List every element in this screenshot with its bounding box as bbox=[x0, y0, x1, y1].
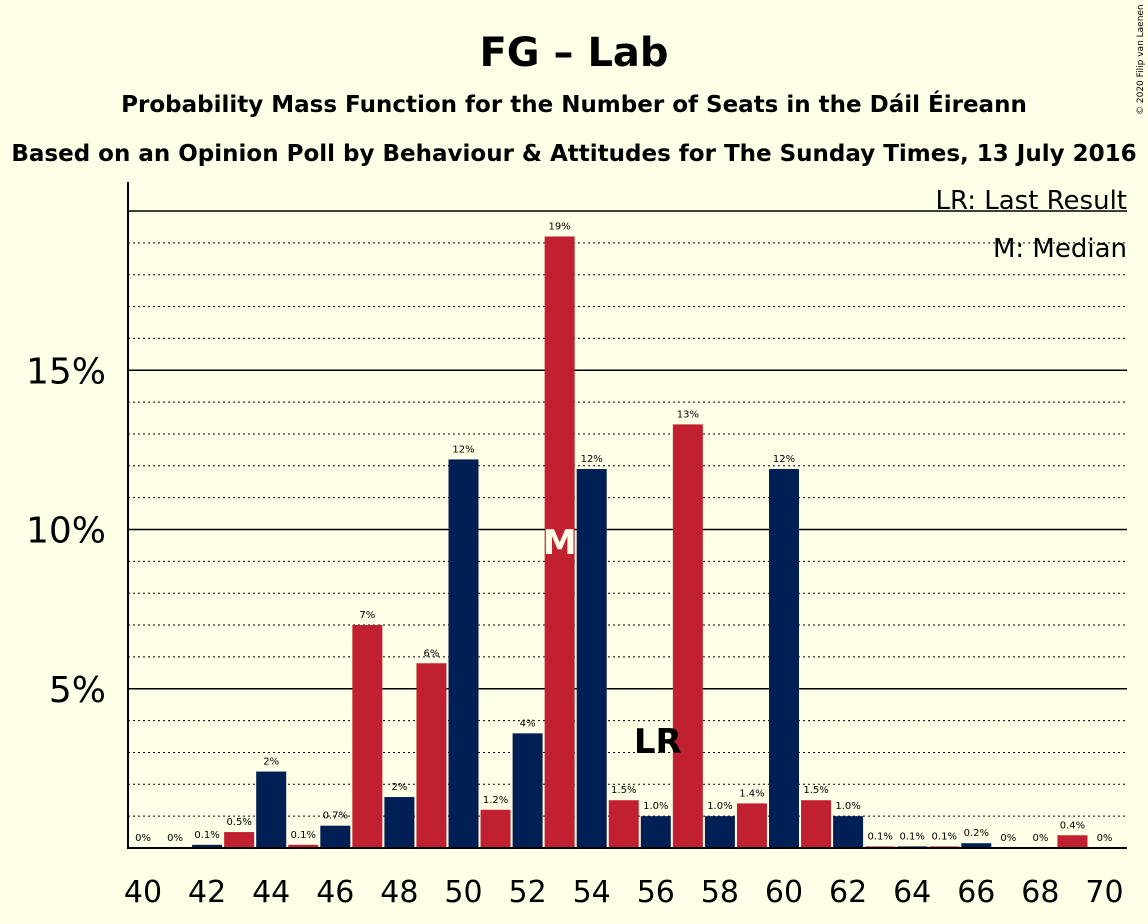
data-label-66: 0.2% bbox=[964, 828, 989, 839]
bar-54 bbox=[576, 468, 607, 848]
x-tick-label-52: 52 bbox=[509, 875, 547, 910]
x-tick-label-56: 56 bbox=[637, 875, 675, 910]
x-tick-label-70: 70 bbox=[1085, 875, 1123, 910]
data-label-44: 2% bbox=[263, 757, 279, 768]
x-tick-labels: 40 42 44 46 48 50 52 54 56 58 60 62 64 66 68 70 bbox=[124, 875, 1124, 910]
bars bbox=[192, 236, 1088, 849]
bar-55 bbox=[608, 800, 639, 848]
last-result-marker: LR bbox=[634, 722, 682, 762]
x-tick-label-46: 46 bbox=[316, 875, 354, 910]
y-tick-labels: 5% 10% 15% bbox=[26, 351, 106, 711]
data-label-40: 0% bbox=[135, 833, 151, 844]
y-tick-label-5: 5% bbox=[49, 670, 106, 711]
bar-43 bbox=[224, 832, 255, 848]
data-label-58: 1.0% bbox=[707, 801, 732, 812]
data-label-70: 0% bbox=[1097, 833, 1113, 844]
data-label-49: 6% bbox=[424, 648, 440, 659]
gridlines bbox=[128, 210, 1127, 817]
bar-45 bbox=[288, 844, 319, 848]
data-label-56: 1.0% bbox=[643, 801, 668, 812]
data-label-47: 7% bbox=[359, 610, 375, 621]
y-tick-label-15: 15% bbox=[26, 351, 106, 392]
bar-56 bbox=[640, 816, 671, 848]
bar-69 bbox=[1057, 835, 1088, 848]
bar-49 bbox=[416, 663, 447, 848]
bar-66 bbox=[961, 843, 992, 848]
data-label-60: 12% bbox=[773, 454, 795, 465]
data-label-46: 0.7% bbox=[323, 811, 348, 822]
y-tick-label-10: 10% bbox=[26, 511, 106, 552]
markers: M LR bbox=[543, 523, 682, 762]
legend-median: M: Median bbox=[993, 234, 1127, 264]
data-label-64: 0.1% bbox=[899, 831, 924, 842]
data-label-67: 0% bbox=[1000, 833, 1016, 844]
data-label-68: 0% bbox=[1032, 833, 1048, 844]
data-label-52: 4% bbox=[520, 718, 536, 729]
data-label-54: 12% bbox=[581, 454, 603, 465]
data-label-62: 1.0% bbox=[835, 801, 860, 812]
x-tick-label-48: 48 bbox=[380, 875, 418, 910]
x-tick-label-44: 44 bbox=[252, 875, 290, 910]
data-label-51: 1.2% bbox=[483, 795, 508, 806]
bar-53 bbox=[544, 236, 575, 849]
data-label-43: 0.5% bbox=[226, 817, 251, 828]
bar-48 bbox=[384, 797, 415, 848]
bar-58 bbox=[704, 816, 735, 848]
bar-47 bbox=[352, 625, 383, 848]
chart-subtitle-poll: Based on an Opinion Poll by Behaviour & … bbox=[11, 141, 1136, 167]
x-tick-label-64: 64 bbox=[893, 875, 931, 910]
x-tick-label-50: 50 bbox=[444, 875, 482, 910]
data-label-45: 0.1% bbox=[291, 830, 316, 841]
bar-52 bbox=[512, 733, 543, 848]
bar-51 bbox=[480, 809, 511, 848]
x-tick-label-62: 62 bbox=[829, 875, 867, 910]
data-label-42: 0.1% bbox=[194, 830, 219, 841]
data-label-63: 0.1% bbox=[867, 831, 892, 842]
bar-60 bbox=[769, 468, 799, 848]
x-tick-label-60: 60 bbox=[765, 875, 803, 910]
bar-46 bbox=[320, 825, 351, 848]
x-tick-label-58: 58 bbox=[701, 875, 739, 910]
median-marker: M bbox=[543, 523, 577, 563]
x-tick-label-40: 40 bbox=[124, 875, 162, 910]
bar-59 bbox=[736, 803, 767, 848]
legend-last-result: LR: Last Result bbox=[935, 186, 1127, 216]
bar-62 bbox=[833, 816, 864, 848]
bar-61 bbox=[801, 800, 832, 848]
chart-subtitle: Probability Mass Function for the Number… bbox=[121, 90, 1027, 118]
x-tick-label-42: 42 bbox=[188, 875, 226, 910]
bar-42 bbox=[192, 844, 223, 848]
x-tick-label-66: 66 bbox=[957, 875, 995, 910]
data-label-55: 1.5% bbox=[611, 785, 636, 796]
data-label-53: 19% bbox=[549, 221, 571, 232]
copyright-notice: © 2020 Filip van Laenen bbox=[1136, 4, 1146, 115]
bar-44 bbox=[256, 771, 287, 848]
legend: LR: Last Result M: Median bbox=[935, 186, 1127, 264]
chart-title: FG – Lab bbox=[479, 30, 668, 76]
axes bbox=[127, 182, 1127, 849]
data-labels: 0% 0% 0.1% 0.5% 2% 0.1% 0.7% 7% 2% 6% 12% 1.2% 4% 19%… bbox=[135, 221, 1112, 844]
data-label-65: 0.1% bbox=[932, 831, 957, 842]
data-label-48: 2% bbox=[391, 782, 407, 793]
data-label-59: 1.4% bbox=[739, 788, 764, 799]
data-label-41: 0% bbox=[167, 833, 183, 844]
x-tick-label-54: 54 bbox=[573, 875, 611, 910]
x-tick-label-68: 68 bbox=[1021, 875, 1059, 910]
data-label-69: 0.4% bbox=[1060, 820, 1085, 831]
data-label-57: 13% bbox=[677, 409, 699, 420]
bar-50 bbox=[448, 459, 479, 848]
bar-57 bbox=[672, 424, 703, 848]
data-label-50: 12% bbox=[452, 444, 474, 455]
data-label-61: 1.5% bbox=[803, 785, 828, 796]
